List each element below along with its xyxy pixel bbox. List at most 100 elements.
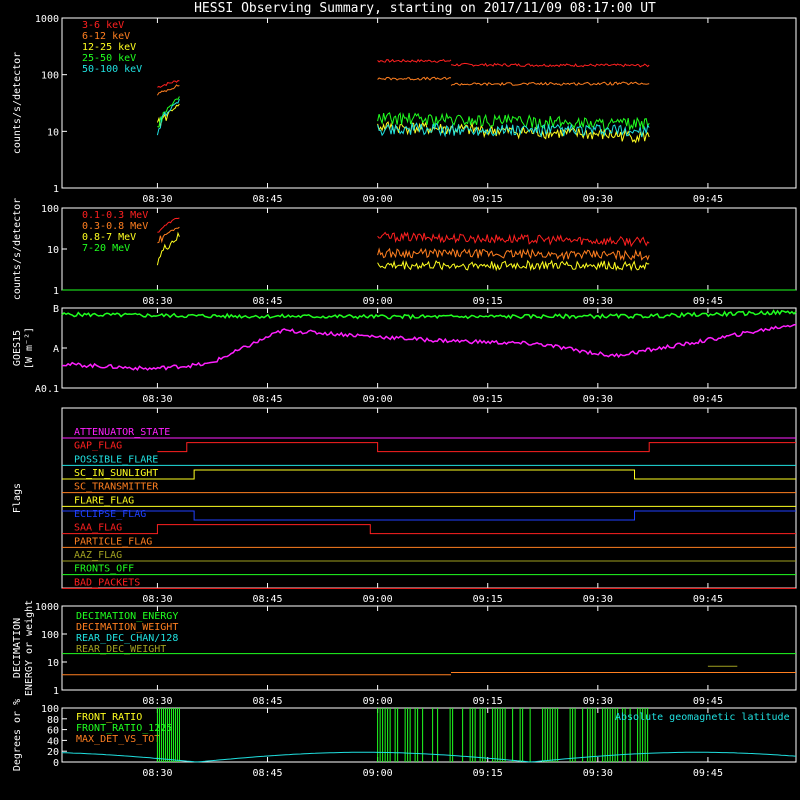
series-line-1-0 [156, 84, 180, 96]
legend-entry-2: REAR_DEC_CHAN/128 [76, 633, 178, 644]
y-axis-label: DECIMATION [12, 618, 23, 678]
flag-label-3: SC_IN_SUNLIGHT [74, 468, 158, 479]
legend-entry-0: DECIMATION_ENERGY [76, 611, 178, 622]
y-axis-label: counts/s/detector [12, 52, 23, 154]
latitude-line [61, 751, 797, 763]
y-axis-label: Flags [12, 483, 23, 513]
y-tick-label: 60 [47, 726, 59, 737]
x-tick-label: 09:45 [693, 768, 723, 779]
flag-label-1: GAP_FLAG [74, 441, 122, 452]
y-tick-label: A [53, 344, 59, 355]
x-tick-label: 08:30 [142, 768, 172, 779]
series-line-0-0 [157, 80, 180, 88]
flag-line-7 [62, 524, 796, 535]
y-tick-label: 1 [53, 686, 59, 697]
y-tick-label: 100 [41, 704, 59, 715]
x-tick-label: 09:00 [363, 394, 393, 405]
flag-label-2: POSSIBLE_FLARE [74, 454, 158, 465]
x-tick-label: 09:00 [363, 768, 393, 779]
panel-frame [61, 707, 797, 763]
x-tick-label: 08:45 [252, 194, 282, 205]
legend-entry-0: 0.1-0.3 MeV [82, 210, 148, 221]
x-tick-label: 09:45 [693, 394, 723, 405]
series-line-1-1 [377, 76, 452, 81]
flag-label-11: BAD_PACKETS [74, 577, 140, 588]
panel-flags: 08:30 08:45 09:00 09:15 09:30 09:45 Flags ATTEN… [12, 407, 797, 605]
y-tick-label: 10 [47, 245, 59, 256]
panel-ratios: 08:30 08:45 09:00 09:15 09:30 09:45 0204060801… [12, 699, 797, 779]
legend-entry-3: 25-50 keV [82, 53, 136, 64]
series-line-3-1 [377, 112, 650, 131]
x-tick-label: 09:00 [363, 194, 393, 205]
panel-gamma: 08:30 08:45 09:00 09:15 09:30 09:45 1 10 100 coun… [12, 198, 797, 307]
legend-entry-1: FRONT_RATIO_1225 [76, 723, 172, 734]
x-tick-label: 08:45 [252, 768, 282, 779]
x-tick-label: 09:45 [693, 696, 723, 707]
latitude-annotation: Absolute geomagnetic latitude [615, 712, 790, 723]
y-axis-label: GOES15 [12, 330, 23, 366]
legend-entry-1: 6-12 keV [82, 31, 130, 42]
flag-label-0: ATTENUATOR_STATE [74, 427, 170, 438]
y-tick-label: 20 [47, 747, 59, 758]
x-tick-label: 08:30 [142, 394, 172, 405]
x-tick-label: 09:15 [473, 696, 503, 707]
legend-entry-4: 50-100 keV [82, 64, 142, 75]
x-tick-label: 08:45 [252, 296, 282, 307]
x-tick-label: 09:00 [363, 296, 393, 307]
series-line-2-0 [156, 231, 180, 266]
x-tick-label: 09:30 [583, 394, 613, 405]
y-tick-label: 100 [41, 71, 59, 82]
legend-entry-2: 12-25 keV [82, 42, 136, 53]
x-tick-label: 08:45 [252, 394, 282, 405]
x-tick-label: 09:30 [583, 594, 613, 605]
x-tick-label: 08:30 [142, 194, 172, 205]
x-tick-label: 09:00 [363, 696, 393, 707]
y-axis-label-2: [W m⁻²] [24, 327, 35, 369]
y-axis-label: Degrees or % [12, 699, 23, 771]
y-tick-label: 100 [41, 630, 59, 641]
x-tick-label: 09:15 [473, 194, 503, 205]
y-tick-label: 1000 [35, 14, 59, 25]
panel-frame [61, 307, 797, 389]
flag-label-5: FLARE_FLAG [74, 495, 134, 506]
flag-label-6: ECLIPSE_FLAG [74, 509, 146, 520]
x-tick-label: 09:45 [693, 194, 723, 205]
flag-label-9: AAZ_FLAG [74, 550, 122, 561]
series-line-0-2 [450, 62, 650, 68]
flag-label-7: SAA_FLAG [74, 523, 122, 534]
x-tick-label: 09:30 [583, 696, 613, 707]
x-tick-label: 09:30 [583, 194, 613, 205]
y-axis-label: counts/s/detector [12, 198, 23, 300]
panel-goes: 08:30 08:45 09:00 09:15 09:30 09:45 A0.1 A B GOES… [12, 304, 797, 405]
panel-frame [61, 605, 797, 691]
x-tick-label: 09:30 [583, 768, 613, 779]
y-tick-label: 10 [47, 127, 59, 138]
series-line-0-1 [377, 231, 650, 248]
series-line-1-0 [157, 226, 180, 244]
x-tick-label: 09:15 [473, 296, 503, 307]
panel-xray-low: 08:30 08:45 09:00 09:15 09:30 09:45 1 10 100 1000… [12, 14, 797, 205]
y-tick-label: 80 [47, 715, 59, 726]
panel-frame [61, 17, 797, 189]
y-tick-label: 100 [41, 204, 59, 215]
x-tick-label: 09:00 [363, 594, 393, 605]
flag-label-4: SC_TRANSMITTER [74, 482, 159, 493]
x-tick-label: 08:45 [252, 594, 282, 605]
legend-entry-0: FRONT_RATIO [76, 712, 142, 723]
y-tick-label: A0.1 [35, 384, 59, 395]
y-tick-label: 0 [53, 758, 59, 769]
goes-line-1 [61, 323, 797, 372]
y-tick-label: 1 [53, 184, 59, 195]
x-tick-label: 09:15 [473, 394, 503, 405]
x-tick-label: 09:45 [693, 594, 723, 605]
x-tick-label: 08:30 [142, 696, 172, 707]
series-line-0-0 [157, 217, 180, 233]
series-line-4-0 [156, 99, 180, 136]
series-line-2-1 [377, 259, 650, 272]
x-tick-label: 09:30 [583, 296, 613, 307]
panels-group: 08:30 08:45 09:00 09:15 09:30 09:451101001000… [12, 14, 797, 779]
x-tick-label: 08:30 [142, 594, 172, 605]
flag-line-6 [62, 510, 796, 521]
y-tick-label: 40 [47, 736, 59, 747]
